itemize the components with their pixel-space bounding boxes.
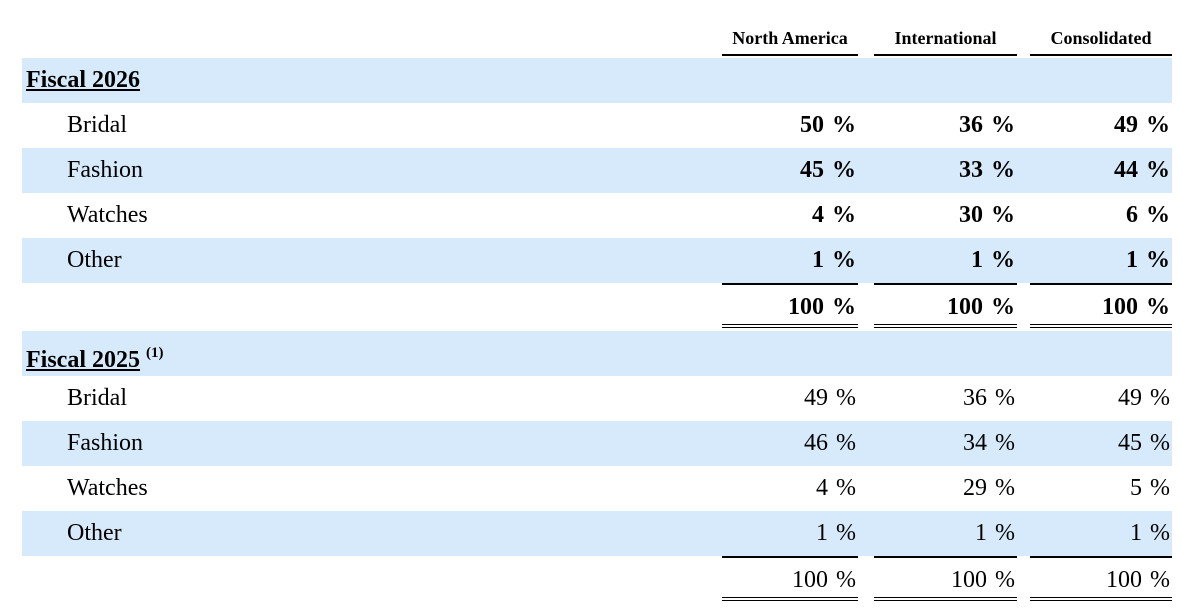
row-label: Bridal: [67, 112, 127, 138]
section-title: Fiscal 2026: [26, 67, 140, 93]
table-row: Bridal 50% 36% 49%: [0, 103, 1182, 148]
total-cell: 100%: [1030, 556, 1172, 601]
value-cell: 4%: [816, 475, 856, 501]
value-cell: 1%: [816, 520, 856, 546]
total-row: 100% 100% 100%: [0, 283, 1182, 328]
row-label: Other: [67, 520, 122, 546]
total-cell: 100%: [874, 556, 1017, 601]
row-label: Watches: [67, 202, 148, 228]
total-cell: 100%: [874, 283, 1017, 328]
value-cell: 36%: [959, 112, 1015, 138]
value-cell: 49%: [1118, 385, 1170, 411]
table-row: Fashion 46% 34% 45%: [0, 421, 1182, 466]
footnote-marker: (1): [146, 345, 164, 361]
value-cell: 1%: [971, 247, 1015, 273]
value-cell: 36%: [963, 385, 1015, 411]
total-row: 100% 100% 100%: [0, 556, 1182, 601]
row-label: Fashion: [67, 430, 144, 456]
total-cell: 100%: [1030, 283, 1172, 328]
table-row: Watches 4% 30% 6%: [0, 193, 1182, 238]
value-cell: 49%: [1114, 112, 1170, 138]
total-cell: 100%: [722, 283, 858, 328]
value-cell: 49%: [804, 385, 856, 411]
value-cell: 1%: [975, 520, 1015, 546]
value-cell: 45%: [800, 157, 856, 183]
row-label: Watches: [67, 475, 148, 501]
value-cell: 1%: [812, 247, 856, 273]
column-header-north-america: North America: [722, 27, 858, 56]
table-row: Other 1% 1% 1%: [0, 238, 1182, 283]
value-cell: 45%: [1118, 430, 1170, 456]
total-cell: 100%: [722, 556, 858, 601]
table-row: Fashion 45% 33% 44%: [0, 148, 1182, 193]
section-title: Fiscal 2025 (1): [26, 331, 164, 383]
row-label: Fashion: [67, 157, 144, 183]
value-cell: 33%: [959, 157, 1015, 183]
value-cell: 1%: [1130, 520, 1170, 546]
value-cell: 50%: [800, 112, 856, 138]
value-cell: 34%: [963, 430, 1015, 456]
table-row: Watches 4% 29% 5%: [0, 466, 1182, 511]
column-header-row: North America International Consolidated: [0, 0, 1182, 58]
value-cell: 29%: [963, 475, 1015, 501]
value-cell: 5%: [1130, 475, 1170, 501]
value-cell: 30%: [959, 202, 1015, 228]
row-label: Other: [67, 247, 122, 273]
value-cell: 4%: [812, 202, 856, 228]
section-title-row: Fiscal 2026: [0, 58, 1182, 103]
value-cell: 1%: [1126, 247, 1170, 273]
value-cell: 6%: [1126, 202, 1170, 228]
column-header-international: International: [874, 27, 1017, 56]
column-header-consolidated: Consolidated: [1030, 27, 1172, 56]
value-cell: 44%: [1114, 157, 1170, 183]
row-label: Bridal: [67, 385, 127, 411]
section-title-row: Fiscal 2025 (1): [0, 331, 1182, 376]
table-row: Other 1% 1% 1%: [0, 511, 1182, 556]
table-row: Bridal 49% 36% 49%: [0, 376, 1182, 421]
value-cell: 46%: [804, 430, 856, 456]
